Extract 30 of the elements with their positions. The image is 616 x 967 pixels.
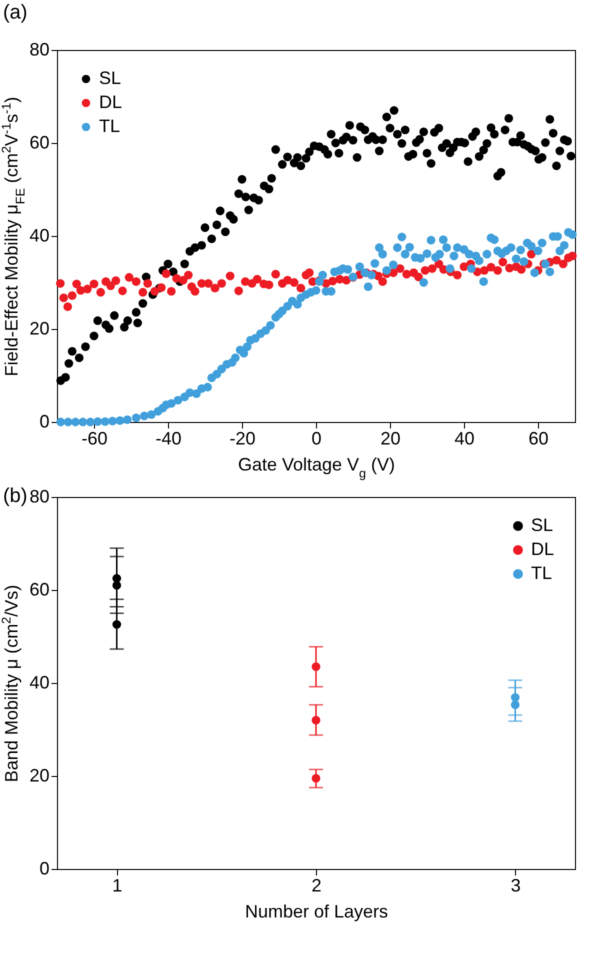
- y-tick-label: 60: [29, 132, 50, 152]
- x-tick-label: 20: [380, 428, 401, 448]
- legend-label: SL: [531, 515, 554, 535]
- chart-title: (b): [2, 485, 28, 507]
- y-tick-label: 40: [29, 672, 50, 692]
- x-tick-label: -20: [229, 428, 256, 448]
- y-tick-label: 80: [29, 486, 50, 506]
- y-tick-label: 80: [29, 40, 50, 60]
- legend-label: DL: [531, 539, 554, 559]
- y-tick-label: 60: [29, 580, 50, 600]
- x-tick-label: 0: [311, 428, 322, 448]
- y-tick-label: 20: [29, 766, 50, 786]
- chart-title: (a): [2, 2, 28, 24]
- x-axis-title: Number of Layers: [244, 902, 388, 922]
- y-tick-label: 0: [39, 412, 50, 432]
- x-tick-label: -60: [81, 428, 108, 448]
- x-tick-label: 2: [311, 876, 322, 896]
- legend-label: SL: [99, 68, 122, 88]
- x-tick-label: 3: [510, 876, 521, 896]
- legend-label: DL: [99, 92, 122, 112]
- x-tick-label: -40: [155, 428, 182, 448]
- y-tick-label: 20: [29, 318, 50, 338]
- x-tick-label: 60: [528, 428, 549, 448]
- x-tick-label: 40: [454, 428, 475, 448]
- y-tick-label: 0: [39, 858, 50, 878]
- y-tick-label: 40: [29, 226, 50, 246]
- legend-label: TL: [99, 116, 120, 136]
- x-tick-label: 1: [112, 876, 122, 896]
- legend-label: TL: [531, 563, 552, 583]
- x-axis-title: Gate Voltage V$_{g}$ (V): [238, 454, 396, 480]
